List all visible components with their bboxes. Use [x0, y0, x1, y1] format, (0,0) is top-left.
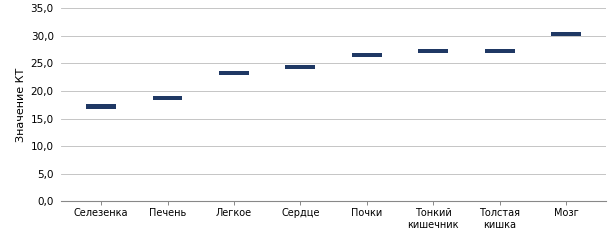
- Bar: [551, 32, 581, 36]
- Bar: [86, 104, 116, 109]
- Bar: [152, 96, 182, 100]
- Bar: [285, 65, 315, 69]
- Bar: [484, 49, 514, 53]
- Bar: [219, 71, 249, 76]
- Bar: [418, 49, 448, 53]
- Y-axis label: Значение КТ: Значение КТ: [16, 68, 26, 142]
- Bar: [352, 53, 382, 57]
